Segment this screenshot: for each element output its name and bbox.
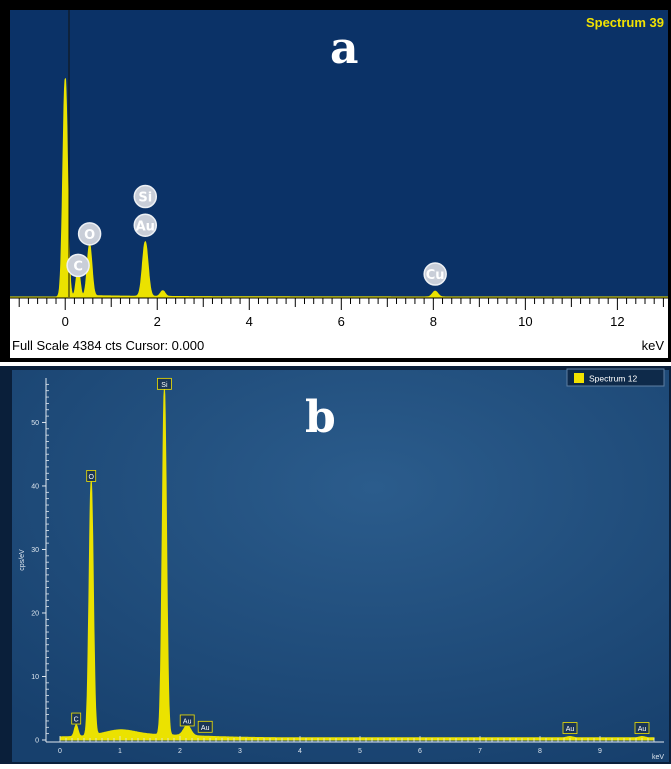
- x-tick-label-b: 2: [178, 748, 182, 755]
- peak-label-c-a: C: [66, 253, 90, 278]
- peak-label-au-b: Au: [562, 722, 578, 734]
- peak-label-au-b: Au: [634, 722, 650, 734]
- x-tick-label-a: 6: [338, 314, 345, 329]
- peak-label-box-b: [562, 722, 578, 734]
- x-axis-unit-b: keV: [652, 754, 664, 761]
- x-tick-label-b: 3: [238, 748, 242, 755]
- peak-label-au-b: Au: [179, 714, 195, 727]
- x-tick-label-b: 1: [118, 748, 122, 755]
- x-tick-label-b: 8: [538, 748, 542, 755]
- x-tick-label-b: 4: [298, 748, 302, 755]
- status-text-a: Full Scale 4384 cts Cursor: 0.000: [12, 338, 204, 353]
- peak-label-text-a: O: [84, 228, 95, 243]
- peak-labels-b: Si O C Au Au Au Au: [71, 377, 650, 734]
- legend-b: Spectrum 12: [566, 368, 665, 387]
- peak-label-text-b: Au: [183, 718, 192, 725]
- legend-box-b: [566, 368, 665, 387]
- peak-label-text-b: C: [74, 717, 79, 724]
- x-tick-label-a: 0: [62, 314, 69, 329]
- peak-label-o-a: O: [77, 222, 102, 246]
- panel-letter-b: b: [305, 392, 336, 443]
- x-tick-label-b: 7: [478, 748, 482, 755]
- spectrum-b-panel: 0 10 20 30 40 50 0 1 2 3 4 5 6 7 8 9 Si O C Au Au Au Au b Spe…: [0, 366, 671, 764]
- x-tick-label-a: 10: [518, 314, 532, 329]
- legend-spectrum-a: Spectrum 39: [586, 15, 664, 30]
- peak-label-text-a: Si: [138, 191, 152, 206]
- peak-label-text-a: Cu: [426, 268, 445, 283]
- spectrum-a-panel: 0 2 4 6 8 10 12 Si Au O C Cu a Spectrum 39 Full Sc…: [0, 0, 671, 362]
- spectrum-b-chart: 0 10 20 30 40 50 0 1 2 3 4 5 6 7 8 9 Si O C Au Au Au Au b Spe…: [0, 366, 671, 764]
- x-tick-label-a: 4: [246, 314, 253, 329]
- peak-label-badge-a: [66, 253, 90, 278]
- peak-label-badge-a: [423, 262, 447, 286]
- panel-letter-a: a: [330, 23, 359, 74]
- y-axis-label-b: cps/eV: [19, 549, 26, 571]
- peak-label-box-b: [86, 470, 97, 482]
- peak-label-si-b: Si: [156, 377, 172, 390]
- y-tick-label-b: 50: [31, 420, 39, 427]
- peak-label-text-a: Au: [136, 219, 155, 234]
- peak-label-box-b: [156, 377, 172, 390]
- peak-label-badge-a: [133, 213, 158, 237]
- peak-label-box-b: [634, 722, 650, 734]
- x-tick-label-b: 0: [58, 748, 62, 755]
- peak-label-box-b: [197, 720, 213, 733]
- peak-label-box-b: [71, 712, 82, 725]
- y-tick-label-b: 30: [31, 547, 39, 554]
- x-axis-unit-a: keV: [642, 338, 665, 353]
- peak-label-c-b: C: [71, 712, 82, 725]
- y-tick-label-b: 40: [31, 483, 39, 490]
- peak-label-box-b: [179, 714, 195, 727]
- y-tick-label-b: 20: [31, 610, 39, 617]
- peak-label-o-b: O: [86, 470, 97, 482]
- x-axis-ticks-a: 0 2 4 6 8 10 12: [10, 297, 668, 329]
- x-tick-label-a: 12: [610, 314, 624, 329]
- plot-area-a: [10, 10, 668, 297]
- y-tick-label-b: 0: [35, 738, 39, 745]
- peak-labels-a: Si Au O C Cu: [66, 184, 447, 286]
- peak-label-text-b: Au: [566, 726, 575, 733]
- legend-swatch-b: [574, 373, 584, 383]
- peak-label-au-a: Au: [133, 213, 158, 237]
- y-tick-label-b: 10: [31, 674, 39, 681]
- x-tick-label-a: 2: [154, 314, 161, 329]
- peak-label-badge-a: [133, 184, 158, 209]
- peak-label-text-b: Si: [161, 382, 168, 389]
- spectrum-b-series: [59, 388, 655, 741]
- spectrum-a-chart: 0 2 4 6 8 10 12 Si Au O C Cu a Spectrum 39 Full Sc…: [0, 0, 671, 362]
- peak-label-text-a: C: [73, 259, 83, 274]
- axis-ticks-b: 0 10 20 30 40 50 0 1 2 3 4 5 6 7 8 9: [31, 383, 655, 755]
- x-tick-label-b: 5: [358, 748, 362, 755]
- peak-label-au-b: Au: [197, 720, 213, 733]
- x-tick-label-b: 9: [598, 748, 602, 755]
- peak-label-text-b: Au: [201, 725, 210, 732]
- peak-label-text-b: Au: [638, 726, 647, 733]
- plot-area-b: [12, 370, 669, 762]
- spectrum-a-series: [10, 78, 668, 298]
- x-tick-label-b: 6: [418, 748, 422, 755]
- peak-label-badge-a: [77, 222, 102, 246]
- peak-label-text-b: O: [88, 474, 94, 481]
- legend-spectrum-b: Spectrum 12: [589, 374, 637, 384]
- peak-label-cu-a: Cu: [423, 262, 447, 286]
- x-tick-label-a: 8: [430, 314, 437, 329]
- peak-label-si-a: Si: [133, 184, 158, 209]
